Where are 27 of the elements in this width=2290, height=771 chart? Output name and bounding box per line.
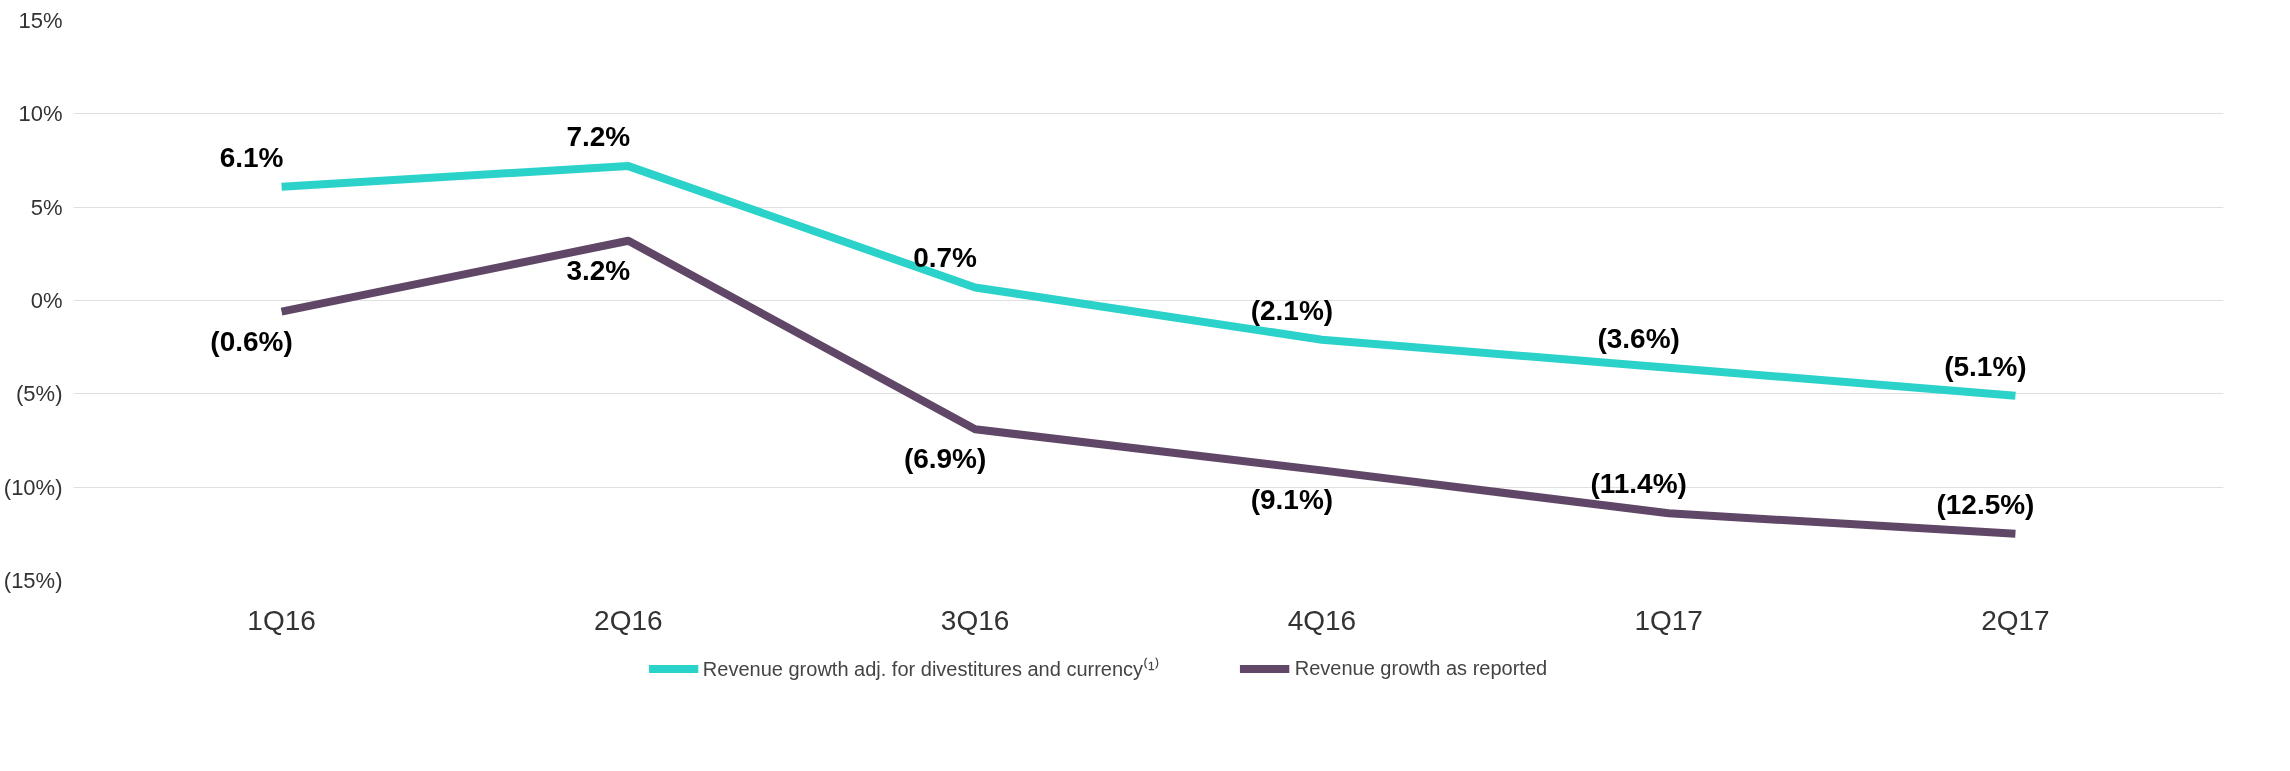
- y-tick-label: (5%): [16, 381, 63, 407]
- x-tick-label: 2Q17: [1981, 604, 2050, 636]
- legend-label: Revenue growth as reported: [1294, 656, 1548, 680]
- y-tick-label: 5%: [30, 194, 63, 220]
- data-label: (2.1%): [1250, 294, 1334, 326]
- y-tick-label: 0%: [30, 288, 63, 313]
- x-tick-label: 2Q16: [594, 604, 663, 636]
- data-label: (11.4%): [1590, 468, 1687, 500]
- data-label: (5.1%): [1944, 350, 2027, 382]
- data-label: 0.7%: [913, 242, 978, 274]
- x-tick-label: 4Q16: [1287, 604, 1357, 636]
- data-label: (12.5%): [1936, 488, 2035, 520]
- x-tick-label: 3Q16: [940, 604, 1010, 636]
- data-label: 7.2%: [566, 121, 631, 153]
- y-tick-label: (15%): [3, 568, 63, 593]
- data-label: (3.6%): [1597, 322, 1680, 354]
- data-label: 6.1%: [219, 141, 284, 173]
- x-tick-label: 1Q17: [1634, 604, 1703, 636]
- y-tick-label: 10%: [18, 101, 63, 127]
- data-label: (9.1%): [1250, 484, 1334, 516]
- y-tick-label: (10%): [3, 474, 63, 500]
- x-tick-label: 1Q16: [247, 604, 316, 636]
- data-label: 3.2%: [566, 254, 631, 286]
- legend-label: Revenue growth adj. for divestitures and currency⁽¹⁾: [702, 656, 1160, 682]
- data-label: (0.6%): [210, 325, 293, 357]
- y-tick-label: 15%: [18, 8, 63, 33]
- data-label: (6.9%): [903, 443, 987, 475]
